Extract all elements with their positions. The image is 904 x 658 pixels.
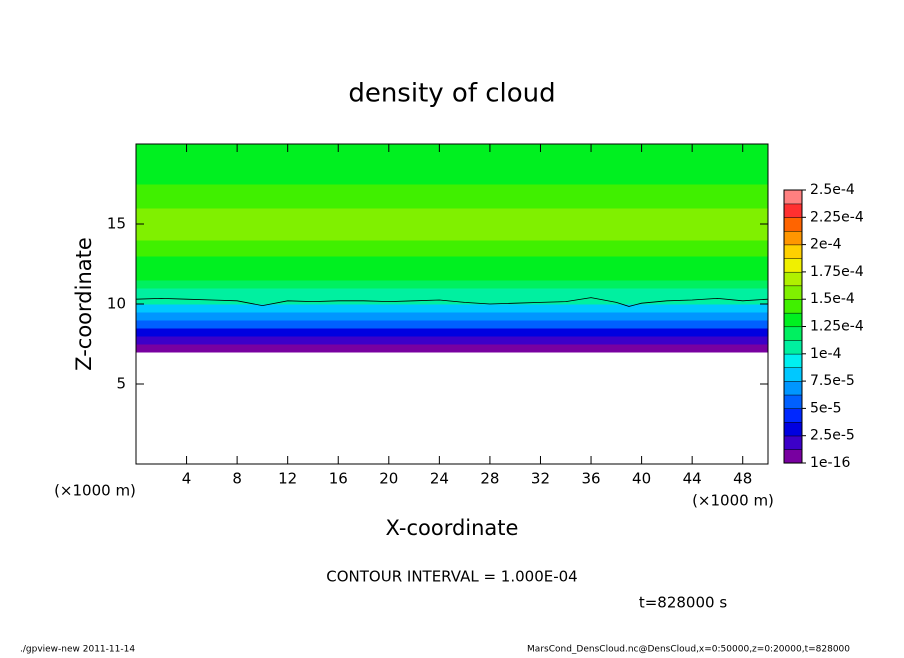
colorbar-swatch: [783, 421, 803, 437]
colorbar-swatch: [783, 312, 803, 328]
x-tick-label: 36: [581, 470, 600, 488]
colorbar-label: 1.25e-4: [810, 319, 864, 335]
colorbar-swatch: [783, 189, 803, 205]
density-band: [136, 264, 768, 273]
density-band: [136, 176, 768, 185]
density-band: [136, 200, 768, 209]
colorbar-swatch: [783, 298, 803, 314]
colorbar-swatch: [783, 380, 803, 396]
x-tick-label: 48: [733, 470, 752, 488]
colorbar-swatch: [783, 394, 803, 409]
x-unit: (×1000 m): [692, 492, 774, 510]
colorbar-swatch: [783, 230, 803, 246]
colorbar-swatch: [783, 285, 803, 300]
colorbar-swatch: [783, 339, 803, 355]
colorbar-label: 1e-16: [810, 455, 850, 471]
density-band: [136, 256, 768, 265]
density-band: [136, 192, 768, 201]
x-tick-label: 44: [683, 470, 702, 488]
density-band: [136, 232, 768, 241]
chart-title: density of cloud: [348, 79, 555, 109]
density-band: [136, 152, 768, 161]
colorbar-swatch: [783, 258, 803, 273]
density-band: [136, 224, 768, 233]
time-label: t=828000 s: [639, 594, 727, 612]
footer-left: ./gpview-new 2011-11-14: [20, 645, 135, 655]
density-band: [136, 280, 768, 289]
y-tick-label: 10: [107, 295, 126, 313]
y-unit: (×1000 m): [54, 482, 136, 500]
colorbar-swatch: [783, 449, 803, 464]
density-band: [136, 296, 768, 305]
colorbar-swatch: [783, 271, 803, 287]
x-tick-label: 12: [278, 470, 297, 488]
x-tick-label: 16: [329, 470, 348, 488]
density-band: [136, 248, 768, 257]
density-band: [136, 216, 768, 225]
colorbar-label: 7.5e-5: [810, 373, 855, 389]
colorbar-swatch: [783, 353, 803, 368]
colorbar-label: 1.5e-4: [810, 291, 855, 307]
density-band: [136, 312, 768, 321]
density-band: [136, 160, 768, 169]
colorbar-swatch: [783, 244, 803, 259]
colorbar-swatch: [783, 408, 803, 423]
density-band: [136, 328, 768, 337]
x-tick-label: 40: [632, 470, 651, 488]
colorbar-swatch: [783, 326, 803, 341]
density-band: [136, 344, 768, 353]
colorbar-swatch: [783, 217, 803, 232]
density-band: [136, 304, 768, 313]
density-band: [136, 208, 768, 217]
x-tick-label: 28: [480, 470, 499, 488]
colorbar-label: 1.75e-4: [810, 264, 864, 280]
x-tick-label: 32: [531, 470, 550, 488]
colorbar-label: 2e-4: [810, 237, 842, 253]
density-band: [136, 288, 768, 297]
footer-right: MarsCond_DensCloud.nc@DensCloud,x=0:5000…: [527, 645, 850, 655]
colorbar-swatch: [783, 203, 803, 218]
colorbar-label: 1e-4: [810, 346, 842, 362]
y-tick-label: 5: [116, 375, 126, 393]
colorbar-swatch: [783, 435, 803, 450]
density-band: [136, 272, 768, 281]
colorbar-swatch: [783, 367, 803, 382]
x-tick-label: 8: [232, 470, 242, 488]
colorbar-label: 2.5e-4: [810, 182, 855, 198]
x-tick-label: 24: [430, 470, 449, 488]
density-band: [136, 184, 768, 193]
y-tick-label: 15: [107, 215, 126, 233]
colorbar-label: 2.25e-4: [810, 209, 864, 225]
density-band: [136, 168, 768, 177]
density-band: [136, 144, 768, 153]
x-tick-label: 4: [182, 470, 192, 488]
annotation: CONTOUR INTERVAL = 1.000E-04: [326, 568, 577, 586]
density-band: [136, 320, 768, 329]
colorbar-label: 2.5e-5: [810, 428, 855, 444]
colorbar-label: 5e-5: [810, 400, 841, 416]
x-axis-label: X-coordinate: [386, 516, 519, 540]
contour-line: [135, 297, 769, 307]
x-tick-label: 20: [379, 470, 398, 488]
density-band: [136, 336, 768, 345]
y-axis-label: Z-coordinate: [72, 237, 96, 371]
density-band: [136, 240, 768, 249]
